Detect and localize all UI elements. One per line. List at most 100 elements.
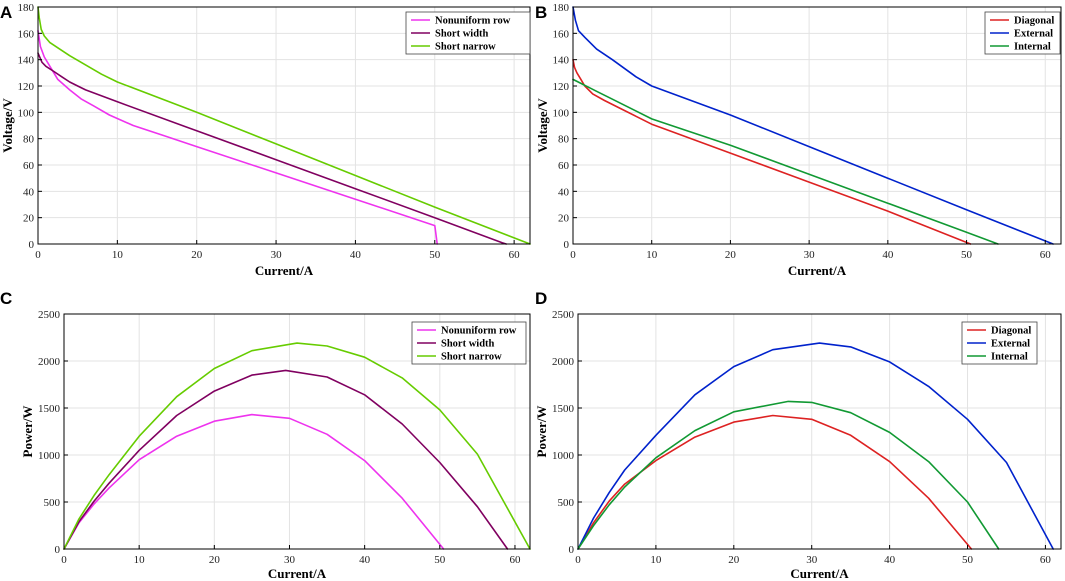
y-tick-label: 20 bbox=[558, 213, 570, 225]
x-tick-label: 60 bbox=[1040, 554, 1052, 566]
series-line-short-narrow bbox=[37, 6, 531, 245]
series-line-internal bbox=[577, 400, 1000, 550]
x-tick-label: 10 bbox=[646, 249, 658, 261]
x-axis-label: Current/A bbox=[268, 566, 327, 581]
x-tick-label: 60 bbox=[509, 249, 521, 261]
x-tick-label: 50 bbox=[429, 249, 441, 261]
x-tick-label: 40 bbox=[882, 249, 894, 261]
y-tick-label: 2000 bbox=[552, 356, 575, 368]
legend: Diagonal External Internal bbox=[984, 11, 1061, 55]
x-tick-label: 30 bbox=[284, 554, 296, 566]
x-tick-label: 0 bbox=[575, 554, 581, 566]
chart-panel-a: 0 10 20 30 40 50 60 0 20 40 60 80 100 120 140 160 180 Cur… bbox=[0, 2, 531, 278]
legend-label: External bbox=[1014, 29, 1053, 40]
series-line-internal bbox=[572, 78, 999, 245]
y-axis-label: Power/W bbox=[534, 406, 549, 458]
legend-label: Short narrow bbox=[435, 42, 496, 53]
y-tick-label: 40 bbox=[23, 186, 35, 198]
series-line-nonuniform-row bbox=[63, 413, 445, 550]
series-line-nonuniform-row bbox=[37, 29, 439, 245]
series-line-diagonal bbox=[577, 414, 973, 550]
legend-box bbox=[961, 321, 1038, 365]
x-tick-label: 10 bbox=[134, 554, 146, 566]
series-line-short-width bbox=[63, 369, 509, 550]
legend-label: Internal bbox=[991, 352, 1028, 363]
series-line-short-width bbox=[37, 52, 508, 245]
y-tick-label: 20 bbox=[23, 213, 35, 225]
series-line-external bbox=[572, 6, 1054, 245]
x-tick-label: 20 bbox=[191, 249, 203, 261]
x-tick-label: 0 bbox=[61, 554, 67, 566]
y-tick-label: 80 bbox=[558, 134, 570, 146]
x-axis-label: Current/A bbox=[790, 566, 849, 581]
legend-label: Diagonal bbox=[1014, 16, 1054, 27]
y-tick-label: 180 bbox=[553, 2, 570, 14]
legend: Nonuniform row Short width Short narrow bbox=[405, 11, 531, 55]
x-tick-label: 40 bbox=[884, 554, 896, 566]
series-line-short-narrow bbox=[63, 342, 531, 550]
series-line-external bbox=[577, 342, 1054, 550]
y-tick-label: 140 bbox=[18, 55, 35, 67]
x-tick-label: 30 bbox=[804, 249, 816, 261]
y-tick-label: 40 bbox=[558, 186, 570, 198]
x-tick-label: 0 bbox=[570, 249, 576, 261]
x-tick-label: 50 bbox=[434, 554, 446, 566]
y-tick-label: 0 bbox=[29, 239, 35, 251]
legend-label: Nonuniform row bbox=[435, 16, 511, 27]
legend-label: External bbox=[991, 339, 1030, 350]
x-tick-label: 50 bbox=[962, 554, 974, 566]
axes-frame bbox=[572, 6, 1062, 245]
y-tick-label: 140 bbox=[553, 55, 570, 67]
y-axis-label: Voltage/V bbox=[0, 98, 15, 153]
y-tick-label: 1000 bbox=[38, 450, 61, 462]
y-tick-label: 1500 bbox=[552, 403, 575, 415]
legend-label: Internal bbox=[1014, 42, 1051, 53]
axes-frame bbox=[37, 6, 531, 245]
y-tick-label: 100 bbox=[18, 107, 35, 119]
y-axis-label: Voltage/V bbox=[535, 98, 550, 153]
y-tick-label: 120 bbox=[553, 81, 570, 93]
x-tick-label: 40 bbox=[350, 249, 362, 261]
x-tick-label: 10 bbox=[112, 249, 124, 261]
panel-letter: A bbox=[0, 3, 12, 22]
y-tick-label: 120 bbox=[18, 81, 35, 93]
y-tick-label: 2500 bbox=[38, 309, 61, 321]
y-tick-label: 60 bbox=[23, 160, 35, 172]
legend-label: Short width bbox=[435, 29, 489, 40]
series-line-diagonal bbox=[572, 58, 972, 245]
x-tick-label: 60 bbox=[509, 554, 521, 566]
legend: Diagonal External Internal bbox=[961, 321, 1038, 365]
legend-label: Diagonal bbox=[991, 326, 1031, 337]
legend-label: Short narrow bbox=[441, 352, 502, 363]
x-tick-label: 30 bbox=[806, 554, 818, 566]
y-tick-label: 2000 bbox=[38, 356, 61, 368]
y-tick-label: 160 bbox=[18, 28, 35, 40]
y-tick-label: 1000 bbox=[552, 450, 575, 462]
y-tick-label: 80 bbox=[23, 134, 35, 146]
y-tick-label: 1500 bbox=[38, 403, 61, 415]
panel-letter: D bbox=[535, 289, 547, 308]
panel-letter: B bbox=[535, 3, 547, 22]
x-tick-label: 20 bbox=[725, 249, 737, 261]
x-tick-label: 30 bbox=[271, 249, 283, 261]
x-axis-label: Current/A bbox=[255, 263, 314, 278]
x-tick-label: 60 bbox=[1040, 249, 1052, 261]
legend-label: Nonuniform row bbox=[441, 326, 517, 337]
y-tick-label: 160 bbox=[553, 28, 570, 40]
y-tick-label: 100 bbox=[553, 107, 570, 119]
y-axis-label: Power/W bbox=[20, 406, 35, 458]
y-tick-label: 60 bbox=[558, 160, 570, 172]
legend: Nonuniform row Short width Short narrow bbox=[411, 321, 527, 365]
y-tick-label: 180 bbox=[18, 2, 35, 14]
x-tick-label: 50 bbox=[961, 249, 973, 261]
x-tick-label: 40 bbox=[359, 554, 371, 566]
chart-panel-c: 0 10 20 30 40 50 60 0 500 1000 1500 2000 2500 Current… bbox=[0, 289, 531, 581]
y-tick-label: 0 bbox=[569, 544, 575, 556]
legend-label: Short width bbox=[441, 339, 495, 350]
x-tick-label: 20 bbox=[209, 554, 221, 566]
x-tick-label: 20 bbox=[728, 554, 740, 566]
y-tick-label: 500 bbox=[44, 497, 61, 509]
y-tick-label: 0 bbox=[55, 544, 61, 556]
chart-panel-d: 0 10 20 30 40 50 60 0 500 1000 1500 2000 2500 Current… bbox=[534, 289, 1062, 581]
